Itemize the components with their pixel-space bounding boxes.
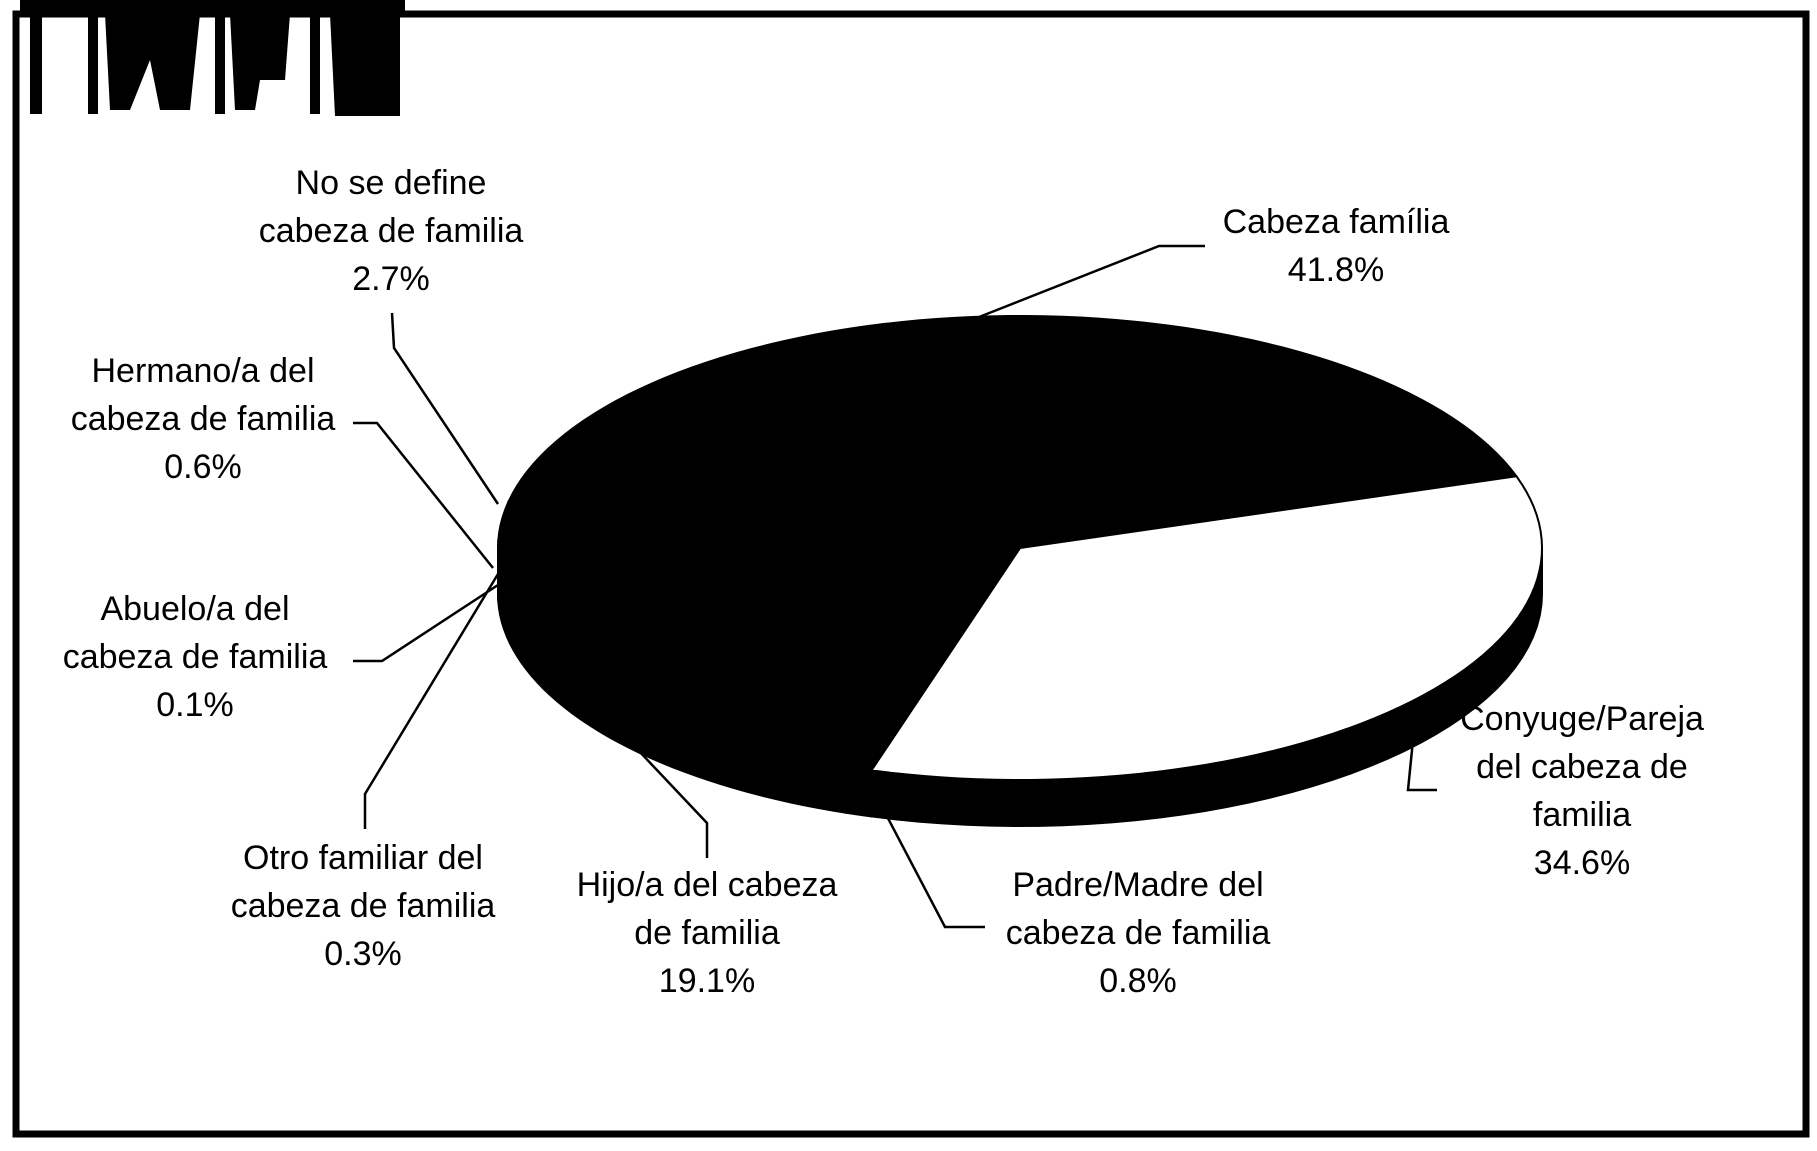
- slice-side: [845, 765, 873, 818]
- value-label: 0.8%: [1099, 962, 1177, 1000]
- leader-line: [353, 583, 499, 663]
- slice-label: del cabeza de: [1476, 748, 1688, 786]
- slice-label: Hermano/a del: [91, 352, 314, 390]
- slice-label: cabeza de familia: [1006, 914, 1271, 952]
- leader-line: [353, 421, 494, 569]
- slice-label: Otro familiar del: [243, 839, 483, 877]
- slice-label: Cabeza família: [1223, 203, 1450, 241]
- labels: Cabeza família 41.8% Conyuge/Pareja del cab…: [63, 164, 1704, 1000]
- value-label: 2.7%: [352, 260, 430, 298]
- slice-label: cabeza de familia: [231, 887, 496, 925]
- value-label: 0.3%: [324, 935, 402, 973]
- slice: [869, 475, 1544, 781]
- value-label: 0.6%: [164, 448, 242, 486]
- slice-label: Padre/Madre del: [1012, 866, 1263, 904]
- value-label: 34.6%: [1534, 844, 1630, 882]
- value-label: 19.1%: [659, 962, 755, 1000]
- leader-line: [867, 781, 985, 929]
- slice: [497, 546, 1023, 768]
- slice: [506, 315, 1519, 550]
- slice-label: cabeza de familia: [259, 212, 524, 250]
- leader-line: [973, 244, 1205, 321]
- chart-frame: [12, 10, 1810, 1138]
- slice-label: familia: [1533, 796, 1631, 834]
- leader-line: [602, 712, 709, 858]
- leader-line: [1406, 729, 1437, 792]
- slice: [497, 500, 1021, 549]
- slice-label: Abuelo/a del: [100, 590, 289, 628]
- slice-label: Hijo/a del cabeza: [577, 866, 838, 904]
- clipart: [20, 0, 405, 116]
- leader-line: [363, 573, 500, 829]
- slice-label: cabeza de familia: [63, 638, 328, 676]
- slice-label: Conyuge/Pareja: [1460, 700, 1704, 738]
- pie: [496, 315, 1544, 827]
- slice-label: de familia: [634, 914, 780, 952]
- slice-label: No se define: [296, 164, 487, 202]
- value-label: 0.1%: [156, 686, 234, 724]
- value-label: 41.8%: [1288, 251, 1384, 289]
- slice-label: cabeza de familia: [71, 400, 336, 438]
- leader-line: [390, 312, 500, 505]
